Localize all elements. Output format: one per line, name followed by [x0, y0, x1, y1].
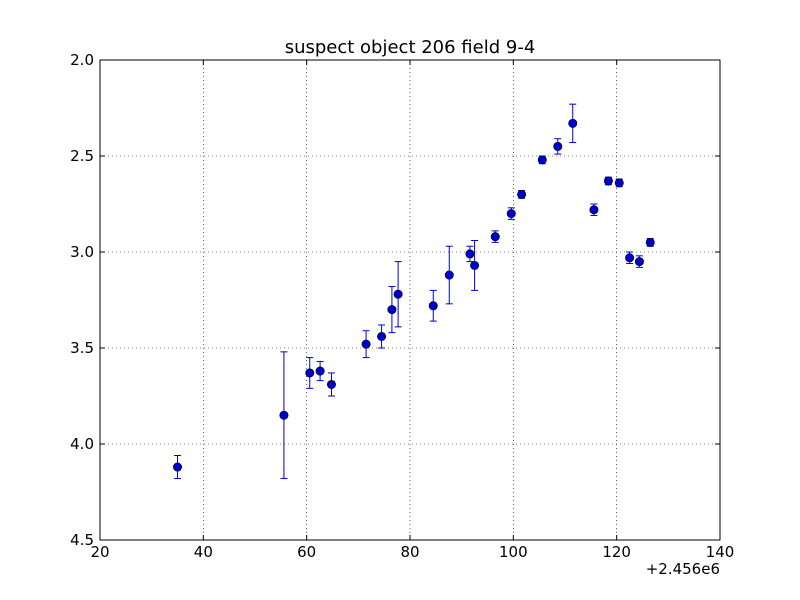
y-tick-label: 4.5: [70, 531, 94, 549]
point-marker: [279, 410, 289, 420]
point-marker: [428, 301, 438, 311]
data-point: [614, 178, 624, 188]
data-point: [361, 330, 371, 359]
point-marker: [387, 305, 397, 315]
point-marker: [465, 249, 475, 259]
x-tick-label: 100: [499, 543, 528, 561]
data-point: [490, 230, 500, 243]
point-marker: [625, 253, 635, 263]
data-point: [326, 372, 336, 397]
point-marker: [603, 176, 613, 186]
data-point: [428, 289, 438, 322]
point-marker: [490, 232, 500, 242]
data-point: [465, 245, 475, 263]
point-marker: [553, 141, 563, 151]
y-tick-label: 2.5: [70, 147, 94, 165]
point-marker: [537, 155, 547, 165]
point-marker: [444, 270, 454, 280]
data-point: [393, 261, 403, 328]
x-tick-label: 140: [706, 543, 735, 561]
point-marker: [315, 366, 325, 376]
x-tick-label: 40: [194, 543, 213, 561]
point-marker: [634, 257, 644, 267]
point-marker: [173, 462, 183, 472]
point-marker: [568, 118, 578, 128]
data-point: [305, 357, 315, 389]
data-point: [315, 360, 325, 382]
data-point: [173, 455, 183, 480]
y-tick-label: 3.0: [70, 243, 94, 261]
point-marker: [517, 189, 527, 199]
data-point: [537, 155, 547, 165]
axis-ticks: 20 40 60 80 100 120 140 2.0 2.5 3.0 3.5 4.0 4.5: [70, 51, 734, 561]
x-tick-label: 80: [400, 543, 419, 561]
point-marker: [326, 379, 336, 389]
x-tick-label: 60: [297, 543, 316, 561]
data-point: [568, 103, 578, 144]
data-point: [279, 351, 289, 480]
data-point: [553, 138, 563, 155]
data-point: [377, 324, 387, 349]
point-marker: [645, 237, 655, 247]
point-marker: [361, 339, 371, 349]
data-point: [603, 176, 613, 186]
data-point: [444, 245, 454, 305]
data-point: [470, 239, 480, 291]
x-axis-offset-label: +2.456e6: [646, 560, 720, 578]
data-point: [506, 207, 516, 220]
data-point: [634, 255, 644, 268]
x-tick-label: 20: [90, 543, 109, 561]
point-marker: [506, 209, 516, 219]
point-marker: [589, 205, 599, 215]
data-point: [625, 251, 635, 265]
y-tick-label: 3.5: [70, 339, 94, 357]
data-points: [173, 103, 655, 480]
y-tick-label: 2.0: [70, 51, 94, 69]
point-marker: [614, 178, 624, 188]
point-marker: [305, 368, 315, 378]
chart-title: suspect object 206 field 9-4: [285, 37, 536, 58]
point-marker: [377, 331, 387, 341]
y-tick-label: 4.0: [70, 435, 94, 453]
point-marker: [393, 289, 403, 299]
data-point: [589, 203, 599, 217]
data-point: [517, 189, 527, 199]
grid: [100, 60, 720, 540]
x-tick-label: 120: [602, 543, 631, 561]
point-marker: [470, 260, 480, 270]
data-point: [387, 286, 397, 334]
data-point: [645, 237, 655, 247]
